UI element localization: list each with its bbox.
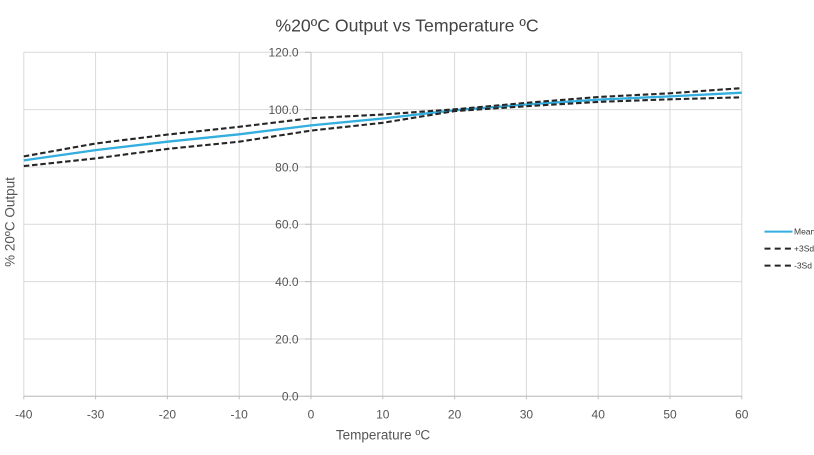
svg-text:120.0: 120.0 <box>268 46 298 60</box>
svg-text:30: 30 <box>520 408 534 422</box>
svg-text:0: 0 <box>308 408 315 422</box>
svg-text:% 20ºC Output: % 20ºC Output <box>3 177 18 267</box>
svg-text:20: 20 <box>448 408 462 422</box>
svg-text:0.0: 0.0 <box>282 390 299 404</box>
svg-text:40: 40 <box>592 408 606 422</box>
svg-text:10: 10 <box>376 408 390 422</box>
svg-text:50: 50 <box>663 408 677 422</box>
svg-text:+3Sd: +3Sd <box>794 243 814 253</box>
svg-text:%20ºC Output vs Temperature ºC: %20ºC Output vs Temperature ºC <box>275 16 539 36</box>
svg-text:-10: -10 <box>231 408 249 422</box>
svg-text:100.0: 100.0 <box>268 103 298 117</box>
svg-text:20.0: 20.0 <box>275 332 299 346</box>
svg-text:-20: -20 <box>159 408 177 422</box>
svg-text:-30: -30 <box>87 408 105 422</box>
svg-text:60.0: 60.0 <box>275 218 299 232</box>
svg-text:-40: -40 <box>15 408 33 422</box>
svg-text:Temperature ºC: Temperature ºC <box>336 428 430 443</box>
svg-text:-3Sd: -3Sd <box>794 260 812 270</box>
svg-text:60: 60 <box>735 408 749 422</box>
svg-text:Mean: Mean <box>794 226 814 236</box>
svg-text:80.0: 80.0 <box>275 160 299 174</box>
svg-text:40.0: 40.0 <box>275 275 299 289</box>
